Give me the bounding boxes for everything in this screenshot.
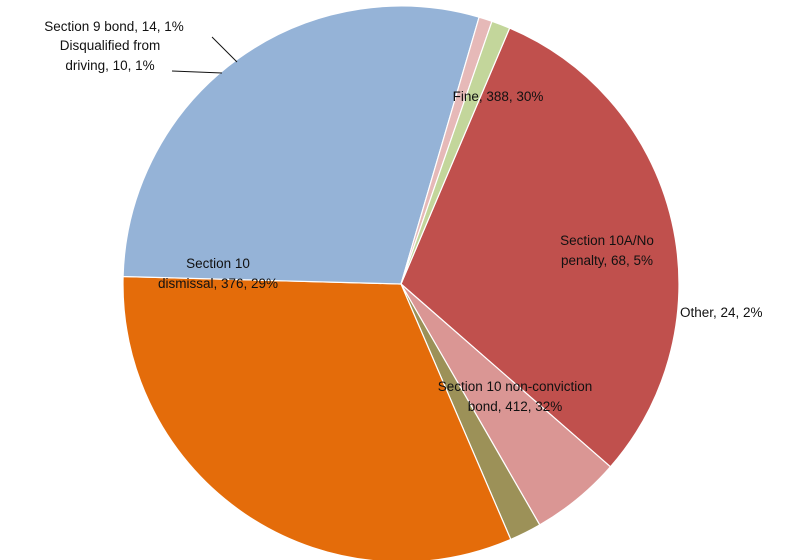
slice-fine — [400, 27, 680, 468]
label-section-10a-no-penalty: Section 10A/No penalty, 68, 5% — [560, 233, 654, 268]
leader-lines — [171, 36, 238, 74]
leader-section-9-bond — [211, 36, 238, 63]
label-disqualified-from-driving: Disqualified from driving, 10, 1% — [60, 38, 161, 73]
leader-disqualified-from-driving — [171, 70, 223, 74]
label-section-9-bond: Section 9 bond, 14, 1% — [44, 19, 184, 34]
label-section-10-non-conviction-bond: Section 10 non-conviction bond, 412, 32% — [438, 379, 593, 414]
label-fine: Fine, 388, 30% — [453, 89, 544, 104]
slice-section-9-bond — [400, 20, 511, 285]
label-section-10-dismissal: Section 10 dismissal, 376, 29% — [158, 256, 278, 291]
label-other: Other, 24, 2% — [680, 305, 763, 320]
slice-labels: Fine, 388, 30% Section 10A/No penalty, 68,… — [44, 19, 762, 414]
pie-slices — [122, 5, 680, 560]
slice-section-10-dismissal — [122, 5, 480, 285]
slice-section-10-non-conviction-bond — [122, 275, 512, 560]
